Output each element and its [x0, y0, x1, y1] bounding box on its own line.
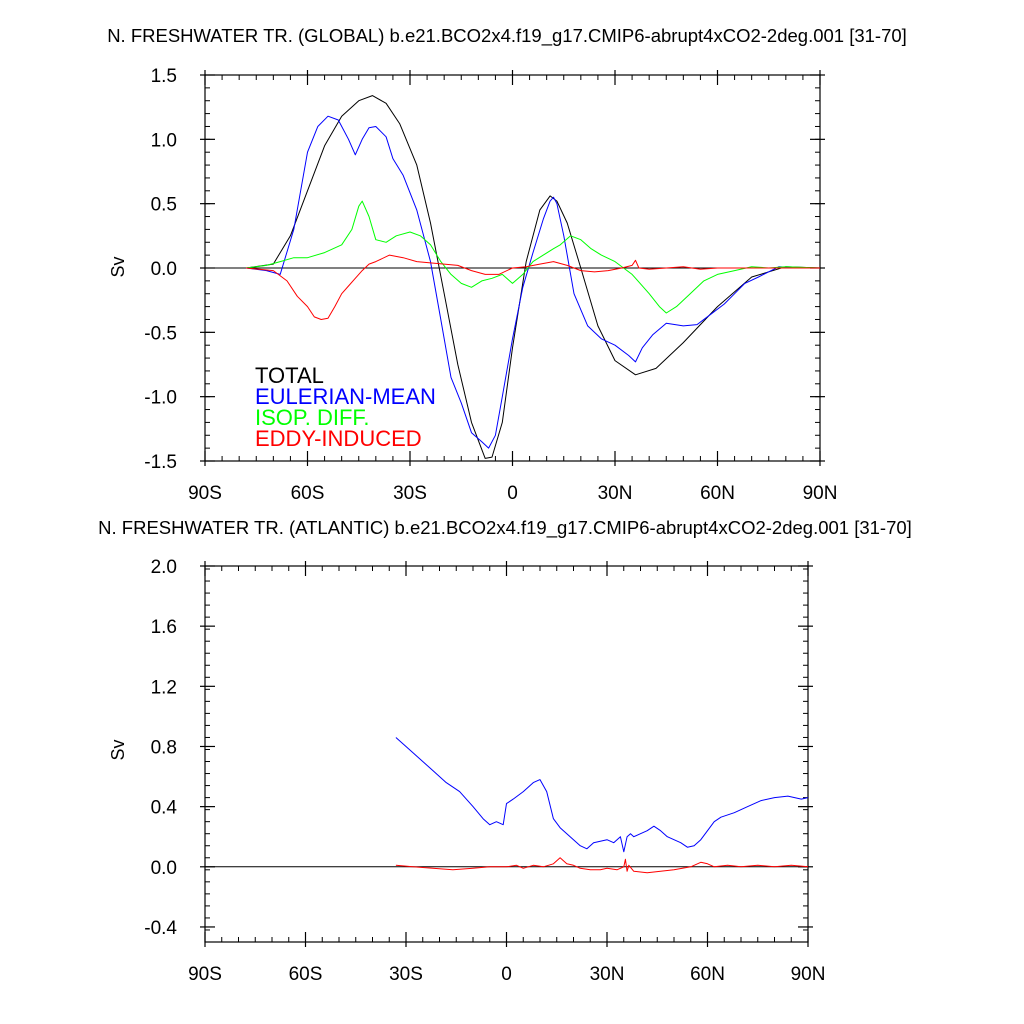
x-tick-label: 60N — [700, 483, 735, 504]
legend-isop-diff: ISOP. DIFF. — [255, 405, 370, 430]
legend-eulerian-mean: EULERIAN-MEAN — [255, 384, 436, 409]
y-tick-label: -1.0 — [144, 388, 177, 409]
x-tick-label: 90N — [803, 483, 838, 504]
x-tick-label: 60S — [291, 483, 325, 504]
y-tick-label: 0.5 — [151, 195, 177, 216]
x-tick-label: 30N — [590, 964, 625, 985]
x-tick-label: 0 — [501, 964, 512, 985]
y-tick-label: 0.4 — [151, 798, 178, 819]
x-tick-label: 30S — [389, 964, 423, 985]
x-tick-label: 90S — [188, 483, 222, 504]
legend: TOTAL EULERIAN-MEAN ISOP. DIFF. EDDY-IND… — [255, 363, 436, 451]
y-tick-label: 1.0 — [151, 130, 177, 151]
legend-total: TOTAL — [255, 363, 324, 388]
y-tick-label: -0.4 — [144, 918, 177, 939]
x-tick-label: 30S — [393, 483, 427, 504]
y-tick-label: 1.2 — [151, 677, 177, 698]
x-tick-label: 0 — [507, 483, 518, 504]
x-tick-label: 90N — [791, 964, 826, 985]
series-line-eddy-induced — [245, 254, 820, 320]
y-tick-label: -0.5 — [144, 323, 177, 344]
y-tick-label: -1.5 — [144, 452, 177, 473]
y-tick-label: 1.5 — [151, 66, 177, 87]
y-tick-label: 2.0 — [151, 557, 177, 578]
y-tick-label: 0.0 — [151, 259, 177, 280]
y-tick-label: 0.8 — [151, 737, 177, 758]
legend-eddy-induced: EDDY-INDUCED — [255, 426, 422, 451]
atlantic-title: N. FRESHWATER TR. (ATLANTIC) b.e21.BCO2x… — [98, 517, 912, 539]
atlantic-y-label: Sv — [108, 739, 128, 760]
series-line-eddy-induced — [395, 857, 809, 874]
series-line-eulerian-mean — [245, 115, 820, 449]
x-tick-label: 60N — [690, 964, 725, 985]
y-tick-label: 0.0 — [151, 858, 177, 879]
y-tick-label: 1.6 — [151, 617, 177, 638]
series-line-total — [245, 95, 821, 459]
x-tick-label: 90S — [188, 964, 222, 985]
global-panel: N. FRESHWATER TR. (GLOBAL) b.e21.BCO2x4.… — [107, 25, 907, 504]
global-y-label: Sv — [108, 256, 128, 277]
series-line-isop-diff — [245, 200, 821, 314]
x-tick-label: 30N — [598, 483, 633, 504]
atlantic-panel: N. FRESHWATER TR. (ATLANTIC) b.e21.BCO2x… — [98, 517, 912, 985]
x-tick-label: 60S — [289, 964, 323, 985]
global-title: N. FRESHWATER TR. (GLOBAL) b.e21.BCO2x4.… — [107, 25, 907, 47]
plot-frame — [204, 565, 809, 943]
series-line-eulerian-mean — [395, 737, 809, 853]
